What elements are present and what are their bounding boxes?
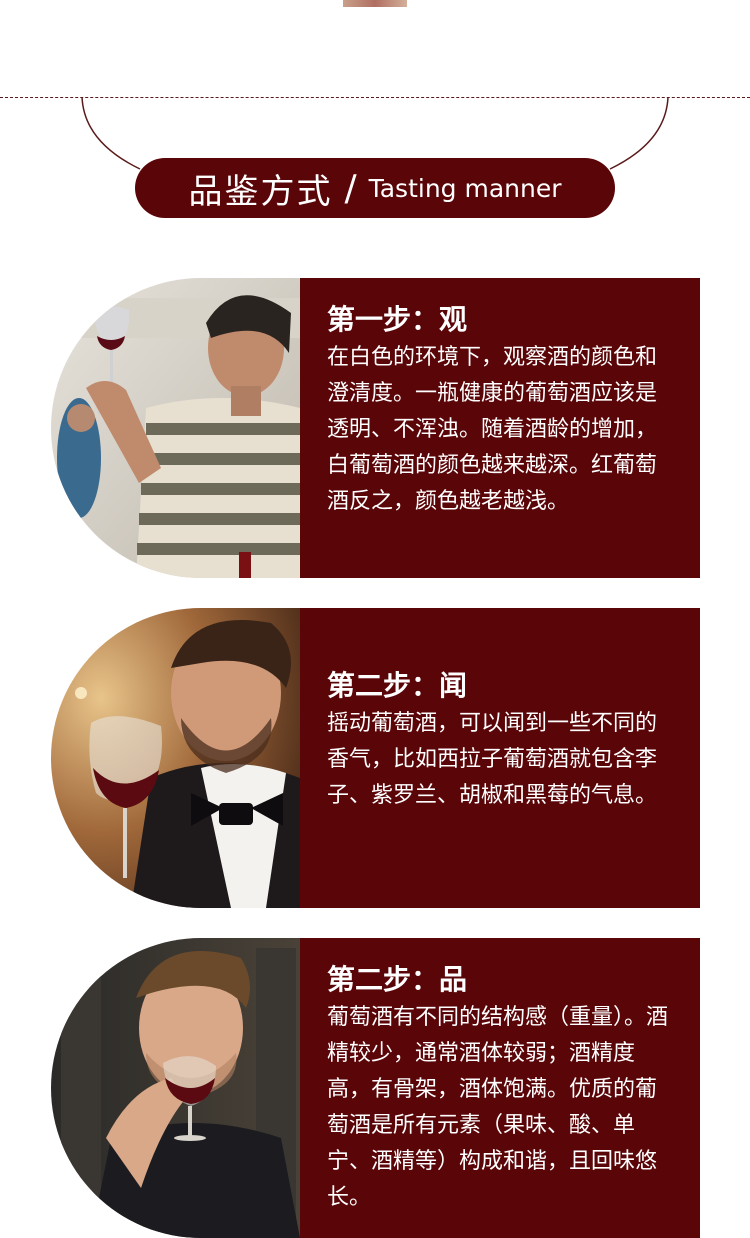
- section-title-banner: 品鉴方式 / Tasting manner: [135, 158, 615, 218]
- step-title: 第一步：观: [327, 303, 468, 336]
- step-body: 摇动葡萄酒，可以闻到一些不同的香气，比如西拉子葡萄酒就包含李子、紫罗兰、胡椒和黑…: [327, 711, 658, 808]
- section-title-en: Tasting manner: [368, 173, 562, 203]
- top-image-fragment: [343, 0, 407, 7]
- step-card-smell: 第二步：闻 摇动葡萄酒，可以闻到一些不同的香气，比如西拉子葡萄酒就包含李子、紫罗…: [51, 608, 700, 908]
- step-body: 在白色的环境下，观察酒的颜色和澄清度。一瓶健康的葡萄酒应该是透明、不浑浊。随着酒…: [327, 345, 658, 514]
- step-title: 第二步：品: [327, 963, 468, 996]
- step-card-taste: 第二步：品 葡萄酒有不同的结构感（重量）。酒精较少，通常酒体较弱；酒精度高，有骨…: [51, 938, 700, 1238]
- arc-decoration: [81, 96, 669, 170]
- step-text-panel-smell: 第二步：闻 摇动葡萄酒，可以闻到一些不同的香气，比如西拉子葡萄酒就包含李子、紫罗…: [300, 608, 700, 908]
- step-card-look: 第一步：观 在白色的环境下，观察酒的颜色和澄清度。一瓶健康的葡萄酒应该是透明、不…: [51, 278, 700, 578]
- section-title-slash: /: [344, 167, 357, 209]
- dashed-divider: [0, 97, 750, 98]
- step-photo-look: [51, 278, 300, 578]
- step-text-panel-look: 第一步：观 在白色的环境下，观察酒的颜色和澄清度。一瓶健康的葡萄酒应该是透明、不…: [300, 278, 700, 578]
- step-photo-taste: [51, 938, 300, 1238]
- step-body: 葡萄酒有不同的结构感（重量）。酒精较少，通常酒体较弱；酒精度高，有骨架，酒体饱满…: [327, 1005, 669, 1210]
- step-text-panel-taste: 第二步：品 葡萄酒有不同的结构感（重量）。酒精较少，通常酒体较弱；酒精度高，有骨…: [300, 938, 700, 1238]
- section-title-cn: 品鉴方式: [188, 171, 333, 212]
- step-title: 第二步：闻: [327, 669, 468, 702]
- step-photo-smell: [51, 608, 300, 908]
